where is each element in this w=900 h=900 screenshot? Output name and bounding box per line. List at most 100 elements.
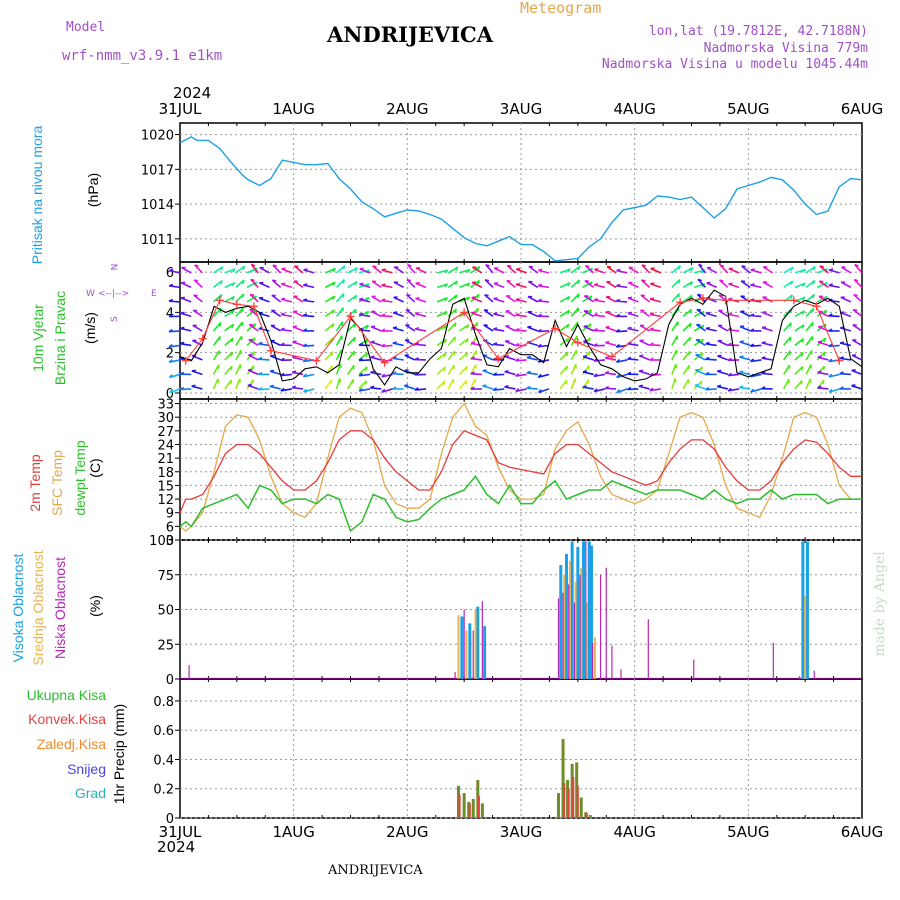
y-tick-label: 33 (157, 398, 174, 413)
wind-arrow (472, 266, 483, 274)
wind-arrow-head (231, 296, 236, 301)
wind-arrow-head (697, 278, 703, 282)
wind-arrow-head (800, 366, 804, 371)
wind-arrow-head (381, 343, 386, 348)
wind-arrow-head (584, 279, 589, 283)
wind-arrow (616, 359, 628, 363)
wind-arrow-head (258, 386, 263, 391)
wind-arrow (682, 280, 693, 289)
wind-arrow (583, 325, 595, 332)
wind-arrow-head (537, 328, 542, 333)
precip-bar-conv (563, 782, 566, 818)
cloud-bar-high (460, 616, 464, 679)
wind-arrow (527, 326, 539, 332)
wind-arrow (471, 296, 483, 303)
wind-arrow-head (761, 356, 766, 359)
wind-arrow (605, 326, 617, 332)
wind-arrow-head (566, 310, 571, 315)
cloud-bar-low (693, 659, 695, 679)
wind-arrow-head (392, 371, 397, 375)
wind-arrow-head (466, 282, 471, 287)
wind-arrow-head (504, 354, 510, 358)
cloud-bar-high (564, 553, 568, 679)
wind-arrow (436, 324, 448, 332)
wind-arrow (504, 386, 516, 390)
wind-arrow-head (381, 298, 386, 302)
wind-arrow (470, 342, 483, 347)
wind-arrow (248, 339, 259, 347)
wind-arrow-head (839, 356, 844, 360)
wind-arrow (281, 283, 293, 289)
y-tick-label: 75 (157, 569, 174, 584)
wind-arrow (359, 388, 371, 392)
wind-arrow (717, 355, 729, 361)
wind-arrow (582, 295, 593, 303)
wind-arrow-head (303, 283, 308, 286)
wind-arrow (515, 373, 527, 377)
wind-arrow (750, 269, 762, 274)
wind-arrow-head (414, 357, 419, 361)
precip-bar-total (480, 803, 484, 818)
wind-arrow-head (414, 387, 419, 391)
wind-arrow (794, 351, 804, 361)
wind-arrow-head (688, 337, 692, 342)
wind-arrow-head (828, 388, 833, 393)
wind-arrow (526, 372, 538, 376)
wind-arrow (840, 281, 852, 289)
wind-arrow (697, 278, 707, 288)
wind-arrow (335, 293, 345, 303)
cloud-bar-low (647, 619, 649, 679)
wind-arrow-head (822, 379, 825, 385)
wind-arrow (750, 284, 762, 289)
wind-arrow-head (585, 264, 590, 268)
wind-arrow (851, 354, 863, 361)
wind-arrow-head (332, 267, 337, 273)
wind-arrow (180, 388, 192, 391)
cloud-bar-mid (585, 602, 588, 679)
wind-arrow (527, 296, 539, 303)
wind-arrow-head (790, 266, 794, 272)
wind-arrow-head (272, 264, 277, 267)
wind-arrow (272, 264, 282, 274)
wind-arrow (671, 363, 677, 375)
wind-arrow-head (828, 343, 833, 348)
wind-arrow-head (628, 296, 633, 299)
y-tick-label: 6 (166, 520, 174, 535)
wind-arrow (584, 280, 595, 289)
wind-arrow (570, 349, 578, 361)
wind-arrow (584, 265, 595, 274)
wind-arrow (695, 369, 706, 376)
wind-arrow-head (853, 308, 858, 312)
wind-arrow-head (241, 293, 245, 299)
wind-arrow-head (238, 378, 242, 383)
cloud-bar-mid (574, 581, 577, 679)
cloud-bar-low (611, 645, 613, 679)
wind-arrow (817, 356, 829, 361)
y-tick-label: 1020 (141, 129, 174, 144)
wind-arrow-head (839, 341, 845, 344)
wind-arrow-head (823, 337, 827, 343)
wind-arrow-head (392, 326, 398, 329)
wind-arrow (505, 295, 516, 303)
cloud-bar-high (559, 565, 563, 679)
wind-arrow (235, 279, 245, 288)
y-tick-label: 0 (166, 673, 174, 688)
wind-arrow (851, 339, 863, 347)
wind-arrow-head (358, 342, 363, 346)
wind-arrow-head (839, 371, 844, 375)
wind-arrow-head (242, 265, 246, 271)
wind-arrow-head (444, 297, 448, 302)
wind-arrow (258, 358, 270, 361)
wind-arrow-head (250, 293, 255, 297)
wind-arrow (292, 341, 304, 347)
wind-arrow (193, 294, 203, 303)
wind-arrow-head (493, 327, 498, 330)
wind-arrow-head (727, 342, 732, 346)
wind-arrow (682, 308, 693, 318)
wind-arrow (627, 327, 639, 332)
wind-arrow (347, 280, 358, 289)
wind-arrow-head (593, 343, 598, 347)
y-tick-label: 0.2 (153, 783, 174, 798)
wind-arrow-head (761, 371, 766, 375)
wind-arrow (584, 295, 595, 303)
